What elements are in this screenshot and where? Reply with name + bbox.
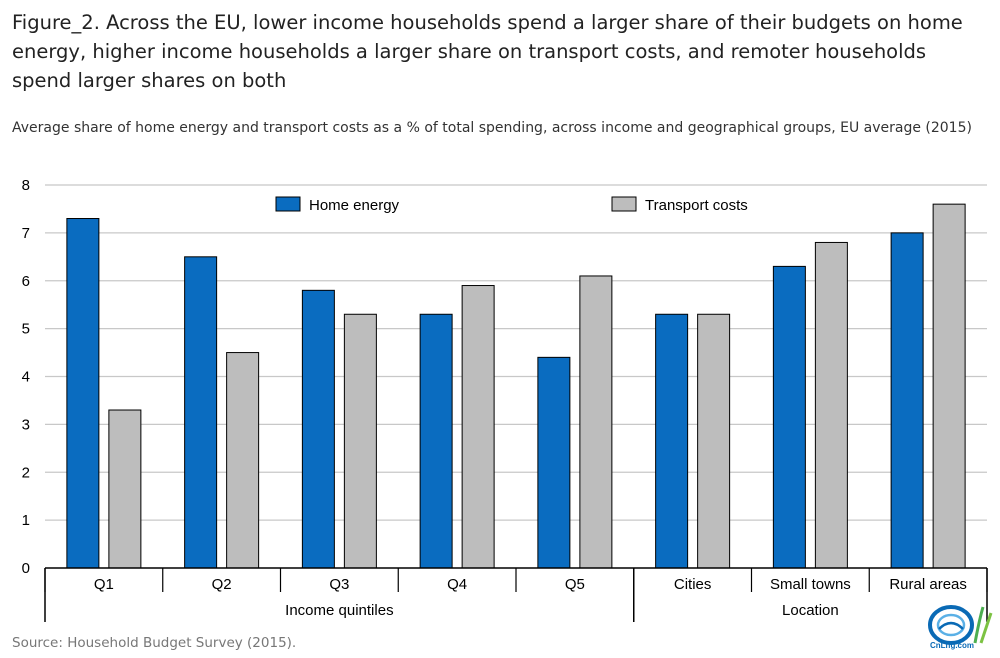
bar-home-energy	[184, 256, 218, 569]
bar-home-energy	[772, 265, 806, 569]
y-tick-label: 1	[22, 512, 30, 529]
y-tick-label: 2	[22, 464, 30, 481]
legend-swatch-transport-costs	[611, 196, 637, 212]
bar-chart: 0 1 2 3 4 5 6 7 8 Q1 Q2 Q3 Q4 Q5 Cities Small towns Rura…	[22, 177, 988, 622]
figure-title: Figure_2. Across the EU, lower income ho…	[12, 11, 963, 92]
figure-source: Source: Household Budget Survey (2015).	[12, 635, 297, 651]
x-tick-label: Q4	[447, 576, 467, 593]
x-tick-label: Q1	[94, 576, 114, 593]
y-tick-label: 7	[22, 225, 30, 242]
bar-home-energy	[537, 356, 571, 569]
bar-transport-costs	[108, 409, 142, 569]
x-tick-label: Q3	[329, 576, 349, 593]
y-tick-label: 6	[22, 273, 30, 290]
y-tick-label: 3	[22, 416, 30, 433]
figure-subtitle: Average share of home energy and transpo…	[12, 120, 972, 136]
bar-transport-costs	[461, 285, 495, 569]
cnlng-logo-icon	[928, 605, 993, 645]
y-tick-label: 8	[22, 177, 30, 194]
logo-text: CnLng.com	[930, 641, 974, 650]
bar-transport-costs	[579, 275, 613, 569]
x-tick-label: Cities	[674, 576, 712, 593]
bar-transport-costs	[932, 203, 966, 569]
bar-home-energy	[890, 232, 924, 569]
y-tick-label: 0	[22, 560, 30, 577]
legend-label-transport-costs: Transport costs	[645, 197, 748, 214]
bar-home-energy	[301, 289, 335, 569]
bar-home-energy	[66, 218, 100, 569]
y-tick-label: 4	[22, 369, 30, 386]
x-tick-label: Small towns	[770, 576, 851, 593]
bar-transport-costs	[343, 313, 377, 569]
x-tick-label: Rural areas	[889, 576, 967, 593]
group-label: Location	[782, 602, 839, 619]
y-tick-label: 5	[22, 321, 30, 338]
group-label: Income quintiles	[285, 602, 393, 619]
bar-transport-costs	[226, 352, 260, 569]
legend-swatch-home-energy	[275, 196, 301, 212]
legend-label-home-energy: Home energy	[309, 197, 400, 214]
x-tick-label: Q5	[565, 576, 585, 593]
bar-transport-costs	[697, 313, 731, 569]
bar-transport-costs	[814, 241, 848, 569]
bar-home-energy	[655, 313, 689, 569]
bar-home-energy	[419, 313, 453, 569]
x-tick-label: Q2	[212, 576, 232, 593]
